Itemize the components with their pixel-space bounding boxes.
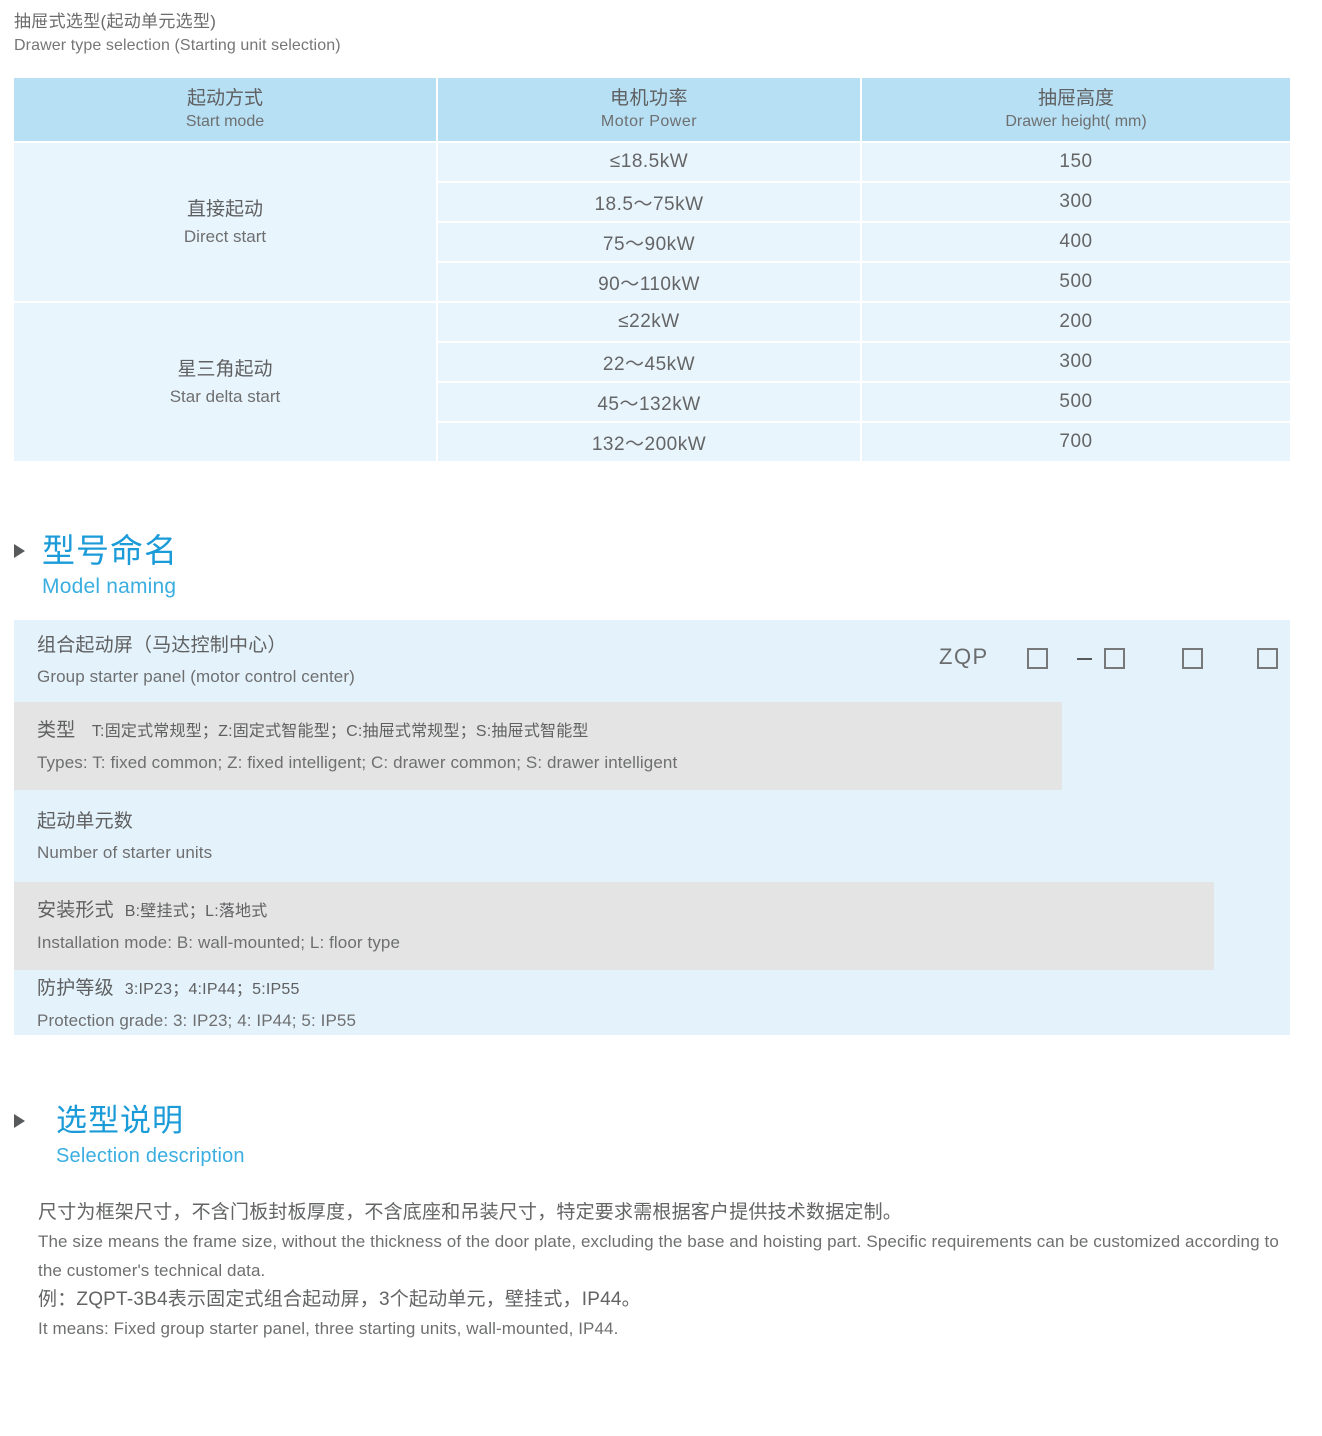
drawer-height-cell: 700 <box>862 423 1290 463</box>
row-cn-label: 防护等级 <box>37 977 114 999</box>
row-cn: 防护等级 3:IP23；4:IP44；5:IP55 <box>37 972 356 1006</box>
motor-power-cell: 22～45kW <box>438 343 862 383</box>
drawer-height-cell: 150 <box>862 143 1290 183</box>
mode-cn: 星三角起动 <box>177 358 273 380</box>
header-en: Start mode <box>185 113 265 130</box>
table-header-row: 起动方式 Start mode 电机功率 Motor Power 抽屉高度 Dr… <box>14 78 1290 143</box>
heading-en: Selection description <box>56 1145 245 1167</box>
row-cn-label: 类型 <box>37 720 76 741</box>
header-en: Drawer height( mm) <box>1005 113 1147 130</box>
heading-text-group: 选型说明 Selection description <box>56 1100 245 1171</box>
model-naming-diagram: 组合起动屏（马达控制中心） Group starter panel (motor… <box>14 620 1290 1035</box>
mode-en: Direct start <box>183 226 267 246</box>
motor-power-cell: ≤22kW <box>438 303 862 343</box>
row-en: Types: T: fixed common; Z: fixed intelli… <box>37 753 678 772</box>
code-box-protection-grade[interactable] <box>1257 648 1278 669</box>
table-row: 星三角起动 Star delta start ≤22kW 200 <box>14 303 1290 463</box>
table-row: 18.5～75kW 300 <box>14 183 1290 223</box>
triangle-bullet-icon <box>14 1114 25 1128</box>
header-cn: 抽屉高度 <box>1037 88 1114 109</box>
start-mode-cell-direct: 直接起动 Direct start <box>14 143 438 303</box>
row-en: Group starter panel (motor control cente… <box>37 666 355 686</box>
table-row: 直接起动 Direct start ≤18.5kW 150 <box>14 143 1290 303</box>
header-en: Motor Power <box>600 113 698 130</box>
motor-power-cell: ≤18.5kW <box>438 143 862 183</box>
naming-row-unit-count: 起动单元数 Number of starter units <box>14 792 1140 880</box>
heading-en: Model naming <box>42 575 177 598</box>
row-cn-detail: T:固定式常规型；Z:固定式智能型；C:抽屉式常规型；S:抽屉式智能型 <box>91 723 589 740</box>
column-header-start-mode: 起动方式 Start mode <box>14 78 438 143</box>
row-label: 起动单元数 Number of starter units <box>37 805 212 868</box>
naming-row-installation-mode: 安装形式 B:壁挂式；L:落地式 Installation mode: B: w… <box>14 882 1214 970</box>
description-paragraph: The size means the frame size, without t… <box>38 1232 1279 1280</box>
naming-row-types: 类型 T:固定式常规型；Z:固定式智能型；C:抽屉式常规型；S:抽屉式智能型 T… <box>14 702 1062 790</box>
column-header-motor-power: 电机功率 Motor Power <box>438 78 862 143</box>
mode-en: Star delta start <box>169 386 281 406</box>
description-example: It means: Fixed group starter panel, thr… <box>38 1319 619 1338</box>
naming-row-protection-grade: 防护等级 3:IP23；4:IP44；5:IP55 Protection gra… <box>14 972 1290 1035</box>
header-cn: 起动方式 <box>186 88 263 109</box>
drawer-height-cell: 300 <box>862 183 1290 223</box>
drawer-height-cell: 200 <box>862 303 1290 343</box>
row-cn: 组合起动屏（马达控制中心） <box>37 634 287 656</box>
row-en: Installation mode: B: wall-mounted; L: f… <box>37 933 401 952</box>
row-label: 组合起动屏（马达控制中心） Group starter panel (motor… <box>37 629 355 692</box>
caption-en: Drawer type selection (Starting unit sel… <box>14 37 341 54</box>
description-paragraph: 尺寸为框架尺寸，不含门板封板厚度，不含底座和吊装尺寸，特定要求需根据客户提供技术… <box>38 1202 903 1223</box>
section-heading-selection-description: 选型说明 Selection description <box>14 1100 245 1171</box>
row-en: Number of starter units <box>37 842 213 862</box>
table-row: 22～45kW 300 <box>14 343 1290 383</box>
table-row: 132〜200kW 700 <box>14 423 1290 463</box>
description-example: 例：ZQPT-3B4表示固定式组合起动屏，3个起动单元，壁挂式，IP44。 <box>38 1289 641 1310</box>
row-en: Protection grade: 3: IP23; 4: IP44; 5: I… <box>37 1010 356 1030</box>
motor-power-cell: 132〜200kW <box>438 423 862 463</box>
code-box-type[interactable] <box>1027 648 1048 669</box>
table-row: 75～90kW 400 <box>14 223 1290 263</box>
motor-power-cell: 90～110kW <box>438 263 862 303</box>
triangle-bullet-icon <box>14 544 25 558</box>
row-cn-detail: 3:IP23；4:IP44；5:IP55 <box>124 980 300 998</box>
table-row: 45～132kW 500 <box>14 383 1290 423</box>
table-row: 90～110kW 500 <box>14 263 1290 303</box>
row-label: 防护等级 3:IP23；4:IP44；5:IP55 Protection gra… <box>37 972 356 1036</box>
row-cn: 类型 T:固定式常规型；Z:固定式智能型；C:抽屉式常规型；S:抽屉式智能型 <box>37 714 677 748</box>
row-label: 类型 T:固定式常规型；Z:固定式智能型；C:抽屉式常规型；S:抽屉式智能型 T… <box>37 714 677 778</box>
drawer-height-cell: 300 <box>862 343 1290 383</box>
drawer-height-cell: 500 <box>862 383 1290 423</box>
heading-cn: 选型说明 <box>56 1103 184 1138</box>
row-cn-label: 安装形式 <box>37 900 114 921</box>
mode-cn: 直接起动 <box>186 198 263 220</box>
code-dash-separator <box>1077 658 1092 660</box>
heading-text-group: 型号命名 Model naming <box>42 530 178 602</box>
table-body: 直接起动 Direct start ≤18.5kW 150 18.5～75kW … <box>14 143 1290 463</box>
code-box-unit-count[interactable] <box>1104 648 1125 669</box>
motor-power-cell: 18.5～75kW <box>438 183 862 223</box>
row-cn: 安装形式 B:壁挂式；L:落地式 <box>37 894 400 928</box>
motor-power-cell: 75～90kW <box>438 223 862 263</box>
model-code-prefix: ZQP <box>939 644 989 669</box>
motor-power-cell: 45～132kW <box>438 383 862 423</box>
section-heading-model-naming: 型号命名 Model naming <box>14 530 178 602</box>
page-caption: 抽屉式选型(起动单元选型) Drawer type selection (Sta… <box>14 10 341 58</box>
start-mode-cell-star-delta: 星三角起动 Star delta start <box>14 303 438 463</box>
row-label: 安装形式 B:壁挂式；L:落地式 Installation mode: B: w… <box>37 894 400 958</box>
drawer-selection-table: 起动方式 Start mode 电机功率 Motor Power 抽屉高度 Dr… <box>14 78 1290 463</box>
code-box-installation-mode[interactable] <box>1182 648 1203 669</box>
drawer-height-cell: 400 <box>862 223 1290 263</box>
heading-cn: 型号命名 <box>42 532 178 569</box>
row-cn: 起动单元数 <box>37 810 134 832</box>
caption-cn: 抽屉式选型(起动单元选型) <box>14 12 217 31</box>
drawer-height-cell: 500 <box>862 263 1290 303</box>
row-cn-detail: B:壁挂式；L:落地式 <box>124 903 268 920</box>
selection-description-body: 尺寸为框架尺寸，不含门板封板厚度，不含底座和吊装尺寸，特定要求需根据客户提供技术… <box>38 1198 1298 1343</box>
table-header: 起动方式 Start mode 电机功率 Motor Power 抽屉高度 Dr… <box>14 78 1290 143</box>
column-header-drawer-height: 抽屉高度 Drawer height( mm) <box>862 78 1290 143</box>
naming-row-product: 组合起动屏（马达控制中心） Group starter panel (motor… <box>14 620 1290 700</box>
header-cn: 电机功率 <box>609 88 688 109</box>
